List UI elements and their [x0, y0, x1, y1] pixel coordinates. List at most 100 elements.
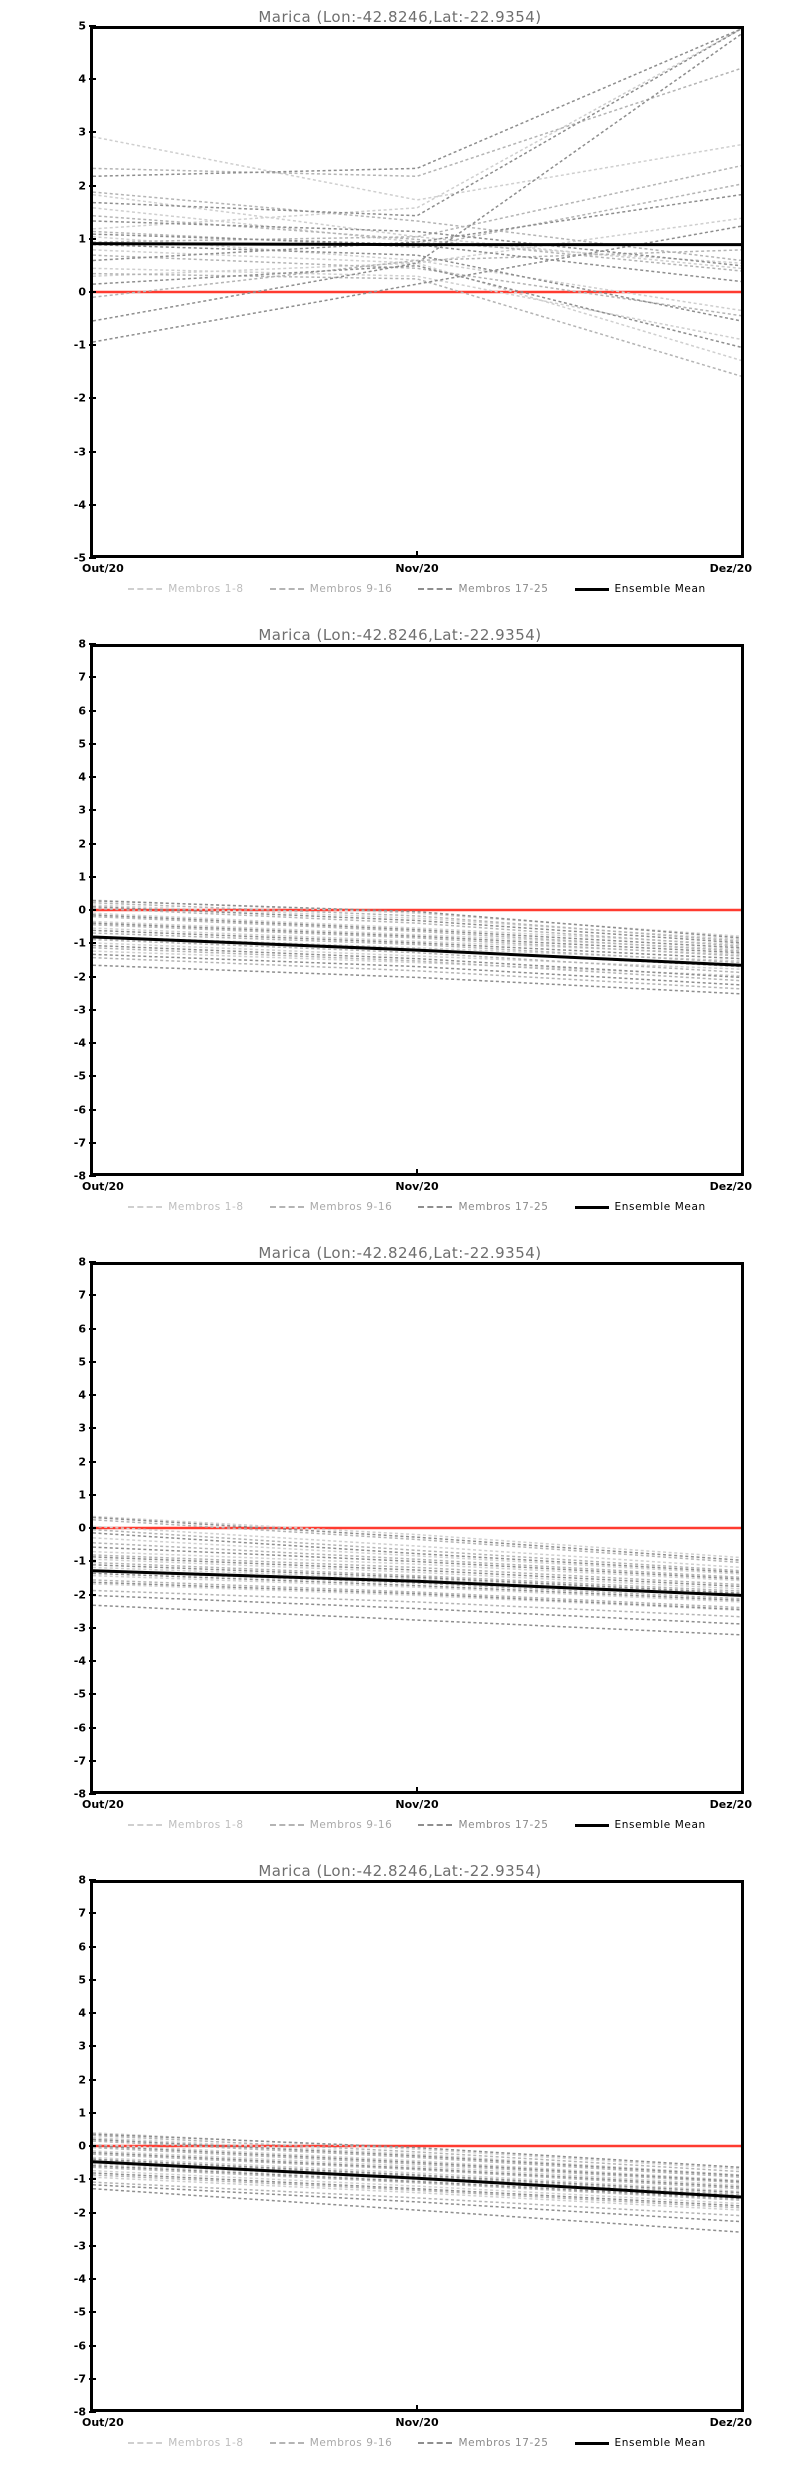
member-line: [93, 1557, 741, 1587]
y-axis-tick-label: -1: [73, 1554, 86, 1568]
y-axis-tick-label: 0: [78, 903, 86, 917]
y-axis-tick-label: -8: [73, 1787, 86, 1801]
y-axis-tick-mark: [89, 1042, 96, 1044]
y-axis-tick-mark: [89, 2244, 96, 2247]
y-axis-tick-mark: [89, 2344, 96, 2347]
legend-membros-1-8[interactable]: Membros 1-8: [128, 583, 243, 595]
legend-ensemble-mean[interactable]: Ensemble Mean: [574, 583, 706, 595]
y-axis-tick-label: -3: [73, 1621, 86, 1635]
legend-tmed: Membros 1-8 Membros 9-16 Membros 17-25 Ense…: [90, 1196, 744, 1218]
y-axis-tick-mark: [89, 2078, 96, 2081]
legend-membros-9-16[interactable]: Membros 9-16: [269, 1201, 393, 1213]
y-axis-tick-label: 7: [78, 1906, 86, 1920]
y-axis-tick-mark: [89, 1527, 96, 1529]
y-axis-tick-label: -4: [73, 1036, 86, 1050]
y-axis-tick-label: 0: [78, 2139, 86, 2153]
plot-area-tmin: Anomalia de Temperatura Minima a 2m (oC)…: [74, 1875, 752, 2430]
y-axis-tick-mark: [89, 2278, 96, 2280]
legend-label: Membros 9-16: [309, 1819, 393, 1831]
legend-swatch-icon: [418, 1206, 453, 1208]
y-axis-tick-label: -8: [73, 2405, 86, 2419]
member-line: [93, 2146, 741, 2182]
y-axis-tick-label: 1: [78, 232, 86, 246]
plot-frame: [90, 644, 744, 1176]
member-line: [93, 933, 741, 963]
legend-membros-17-25[interactable]: Membros 17-25: [418, 583, 548, 595]
legend-membros-1-8[interactable]: Membros 1-8: [128, 1819, 243, 1831]
legend-ensemble-mean[interactable]: Ensemble Mean: [574, 1819, 706, 1831]
member-line: [93, 1605, 741, 1635]
x-axis-tick-mark: [90, 1169, 92, 1176]
y-axis-tick-mark: [89, 2377, 96, 2380]
legend-membros-17-25[interactable]: Membros 17-25: [418, 2437, 548, 2449]
y-axis-tick-mark: [89, 291, 96, 293]
y-axis-tick-mark: [89, 1460, 96, 1463]
legend-membros-1-8[interactable]: Membros 1-8: [128, 1201, 243, 1213]
y-axis-tick-label: 6: [78, 1322, 86, 1335]
member-line: [93, 1565, 741, 1593]
y-axis-tick-mark: [89, 1945, 96, 1948]
y-axis-tick-mark: [89, 2145, 96, 2147]
legend-membros-9-16[interactable]: Membros 9-16: [269, 2437, 393, 2449]
legend-ensemble-mean[interactable]: Ensemble Mean: [574, 2437, 706, 2449]
y-axis-tick-label: 8: [78, 637, 86, 651]
member-line: [93, 940, 741, 973]
member-line: [93, 195, 741, 261]
y-axis-tick-mark: [89, 1560, 96, 1563]
legend-membros-9-16[interactable]: Membros 9-16: [269, 1819, 393, 1831]
y-axis-tick-label: -2: [73, 1588, 86, 1601]
legend-label: Membros 9-16: [309, 2437, 393, 2449]
legend-label: Ensemble Mean: [614, 1819, 706, 1831]
y-axis-tick-mark: [89, 131, 96, 134]
y-axis-tick-mark: [89, 1879, 96, 1881]
y-axis-tick-mark: [89, 1141, 96, 1144]
legend-label: Membros 17-25: [458, 1201, 549, 1213]
y-axis-tick-label: 0: [78, 285, 86, 299]
legend-tmin: Membros 1-8 Membros 9-16 Membros 17-25 Ense…: [90, 2432, 744, 2454]
member-line: [93, 2134, 741, 2167]
member-line: [93, 951, 741, 976]
member-line: [93, 184, 741, 247]
y-axis-tick-mark: [89, 776, 96, 778]
legend-membros-17-25[interactable]: Membros 17-25: [418, 1819, 548, 1831]
y-axis-tick-mark: [89, 78, 96, 81]
plot-frame: [90, 1880, 744, 2412]
chart-panel-chuva: Marica (Lon:-42.8246,Lat:-22.9354) Anoma…: [0, 0, 800, 618]
legend-ensemble-mean[interactable]: Ensemble Mean: [574, 1201, 706, 1213]
y-axis-tick-mark: [89, 2178, 96, 2181]
legend-membros-9-16[interactable]: Membros 9-16: [269, 583, 393, 595]
member-line: [93, 1520, 741, 1563]
y-axis-tick-mark: [89, 344, 96, 347]
legend-membros-17-25[interactable]: Membros 17-25: [418, 1201, 548, 1213]
ensemble-mean-line: [93, 1571, 741, 1596]
member-line: [93, 2175, 741, 2208]
member-line: [93, 1582, 741, 1609]
member-line: [93, 221, 741, 266]
member-line: [93, 2159, 741, 2193]
legend-swatch-icon: [269, 588, 304, 590]
legend-membros-1-8[interactable]: Membros 1-8: [128, 2437, 243, 2449]
legend-label: Membros 9-16: [309, 1201, 393, 1213]
y-axis-tick-mark: [89, 742, 96, 745]
member-line: [93, 2167, 741, 2200]
y-axis-tick-label: -5: [73, 1687, 86, 1701]
y-axis-tick-mark: [89, 1327, 96, 1330]
y-axis-tick-label: -2: [73, 391, 86, 405]
legend-chuva: Membros 1-8 Membros 9-16 Membros 17-25 Ense…: [90, 578, 744, 600]
y-axis-tick-label: 1: [78, 870, 86, 884]
y-axis-tick-label: 5: [78, 1973, 86, 1987]
y-axis-tick-label: -4: [73, 498, 86, 512]
y-axis-tick-mark: [89, 1261, 96, 1263]
y-axis-tick-label: 3: [78, 125, 86, 139]
member-line: [93, 908, 741, 946]
y-axis-tick-mark: [89, 1793, 96, 1795]
y-axis-tick-mark: [89, 1108, 96, 1111]
y-axis-tick-mark: [89, 1593, 96, 1596]
member-line: [93, 2164, 741, 2197]
y-axis-tick-label: 3: [78, 1421, 86, 1435]
member-line: [93, 948, 741, 981]
x-axis-tick-mark: [90, 1787, 92, 1794]
y-axis-tick-mark: [89, 2111, 96, 2114]
legend-swatch-icon: [128, 2442, 163, 2444]
member-line: [93, 1516, 741, 1557]
